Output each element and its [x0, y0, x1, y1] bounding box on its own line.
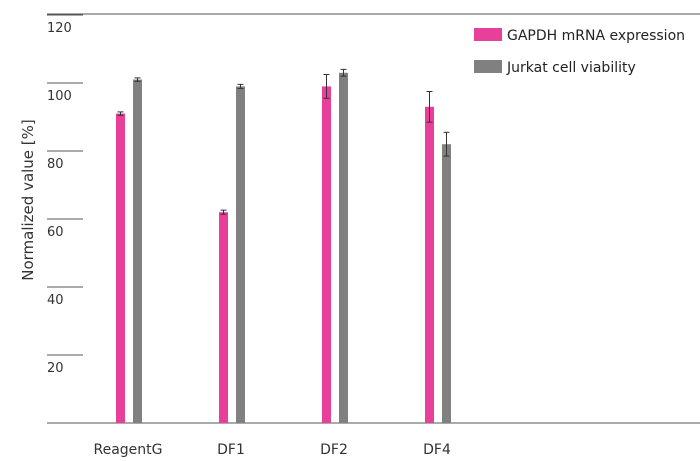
y-tick-label-2: 60 [47, 225, 64, 240]
bar-0-1 [219, 212, 228, 423]
category-label-layer: ReagentG DF1 DF2 DF4 [93, 442, 450, 458]
category-label-2: DF2 [320, 442, 348, 458]
bar-0-0 [116, 113, 125, 423]
y-tick-layer: 20 40 60 80 100 120 [47, 14, 83, 376]
bar-1-3 [442, 144, 451, 423]
bar-0-3 [425, 106, 434, 424]
category-label-1: DF1 [217, 442, 245, 458]
legend-label-jurkat: Jurkat cell viability [506, 60, 636, 76]
y-tick-label-3: 80 [47, 157, 64, 172]
bar-1-1 [236, 86, 245, 424]
category-label-3: DF4 [423, 442, 451, 458]
bar-layer [116, 68, 451, 424]
legend-swatch-jurkat [474, 60, 502, 73]
bar-1-0 [133, 79, 142, 423]
y-axis-title: Normalized value [%] [19, 119, 37, 281]
bar-0-2 [322, 86, 331, 424]
axis-layer [47, 13, 700, 424]
y-tick-label-1: 40 [47, 293, 64, 308]
legend: GAPDH mRNA expression Jurkat cell viabil… [474, 28, 685, 76]
y-tick-label-0: 20 [47, 361, 64, 376]
y-tick-label-4: 100 [47, 89, 72, 104]
y-tick-label-5: 120 [47, 21, 72, 36]
bar-1-2 [339, 72, 348, 424]
legend-swatch-gapdh [474, 28, 502, 41]
category-label-0: ReagentG [93, 442, 162, 458]
legend-label-gapdh: GAPDH mRNA expression [507, 28, 685, 44]
